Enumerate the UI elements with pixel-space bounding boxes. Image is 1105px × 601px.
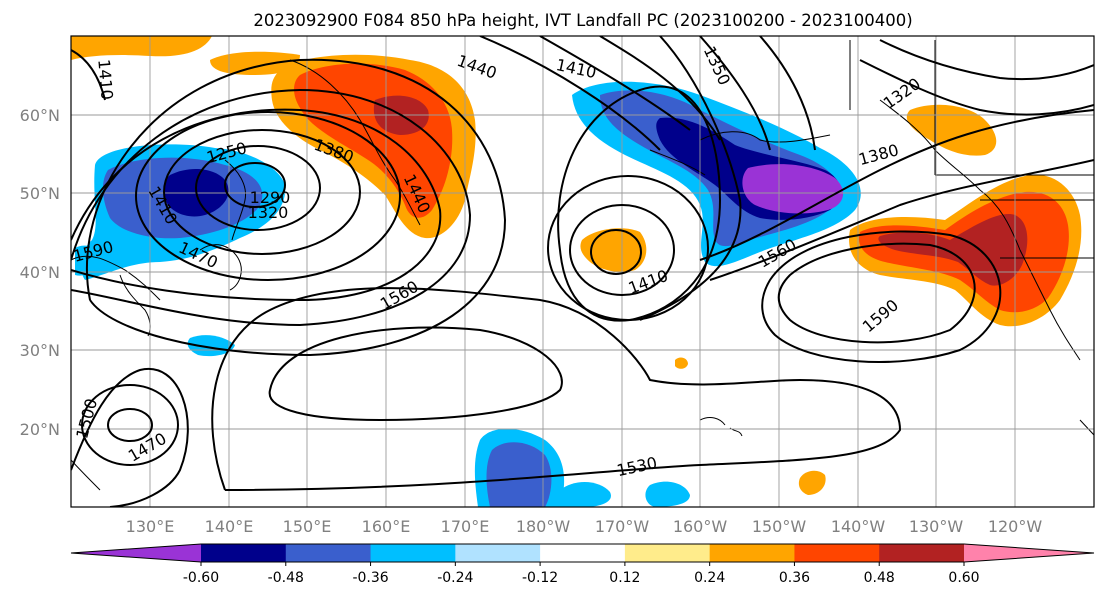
colorbar-segment bbox=[455, 544, 541, 562]
contour-label: 1410 bbox=[94, 58, 116, 100]
colorbar-tick-label: -0.60 bbox=[183, 570, 219, 586]
lon-tick-label: 180°W bbox=[516, 517, 571, 536]
map-area: 1410 1440 1410 1350 1320 1250 1380 1290 … bbox=[71, 36, 1094, 507]
lon-tick-label: 130°E bbox=[126, 517, 175, 536]
colorbar-segment bbox=[370, 544, 456, 562]
colorbar-segment bbox=[879, 544, 965, 562]
colorbar-tick-label: 0.48 bbox=[864, 570, 895, 586]
colorbar-tick-label: -0.24 bbox=[437, 570, 473, 586]
map-title: 2023092900 F084 850 hPa height, IVT Land… bbox=[253, 11, 912, 30]
lat-tick-label: 20°N bbox=[20, 420, 60, 439]
lat-tick-label: 60°N bbox=[20, 106, 60, 125]
colorbar-extend-min bbox=[71, 544, 201, 562]
colorbar-segment bbox=[624, 544, 711, 562]
map-frame bbox=[70, 35, 1095, 508]
lon-tick-labels: 130°E 140°E 150°E 160°E 170°E 180°W 170°… bbox=[126, 517, 1043, 536]
lon-tick-label: 170°E bbox=[441, 517, 490, 536]
colorbar-tick-label: -0.12 bbox=[522, 570, 558, 586]
lat-tick-labels: 60°N 50°N 40°N 30°N 20°N bbox=[20, 106, 60, 439]
lat-tick-label: 40°N bbox=[20, 263, 60, 282]
contour-label: 1290 bbox=[250, 188, 291, 207]
contour-label: 1320 bbox=[248, 203, 289, 222]
lon-tick-label: 170°W bbox=[595, 517, 650, 536]
colorbar-tick-label: 0.60 bbox=[948, 570, 979, 586]
lon-tick-label: 130°W bbox=[909, 517, 964, 536]
lat-tick-label: 50°N bbox=[20, 184, 60, 203]
lon-tick-label: 120°W bbox=[988, 517, 1043, 536]
colorbar: -0.60 -0.48 -0.36 -0.24 -0.12 0.12 0.24 0.36 0.4… bbox=[70, 543, 1095, 586]
lon-tick-label: 140°W bbox=[831, 517, 886, 536]
lon-tick-label: 150°W bbox=[752, 517, 807, 536]
lon-tick-label: 160°W bbox=[673, 517, 728, 536]
lat-tick-label: 30°N bbox=[20, 341, 60, 360]
colorbar-tick-label: -0.36 bbox=[352, 570, 388, 586]
colorbar-segment bbox=[201, 544, 287, 562]
lon-tick-label: 160°E bbox=[362, 517, 411, 536]
colorbar-segment bbox=[285, 544, 372, 562]
colorbar-tick-label: 0.24 bbox=[694, 570, 725, 586]
colorbar-tick-label: 0.36 bbox=[779, 570, 810, 586]
colorbar-tick-label: 0.12 bbox=[609, 570, 640, 586]
colorbar-segment bbox=[540, 544, 626, 562]
lon-tick-label: 150°E bbox=[283, 517, 332, 536]
colorbar-tick-label: -0.48 bbox=[268, 570, 304, 586]
colorbar-segment bbox=[794, 544, 880, 562]
ivt-positive-shading bbox=[71, 36, 1082, 495]
height-contours bbox=[71, 36, 1094, 507]
colorbar-segment bbox=[709, 544, 795, 562]
colorbar-extend-max bbox=[964, 544, 1094, 562]
lon-tick-label: 140°E bbox=[205, 517, 254, 536]
